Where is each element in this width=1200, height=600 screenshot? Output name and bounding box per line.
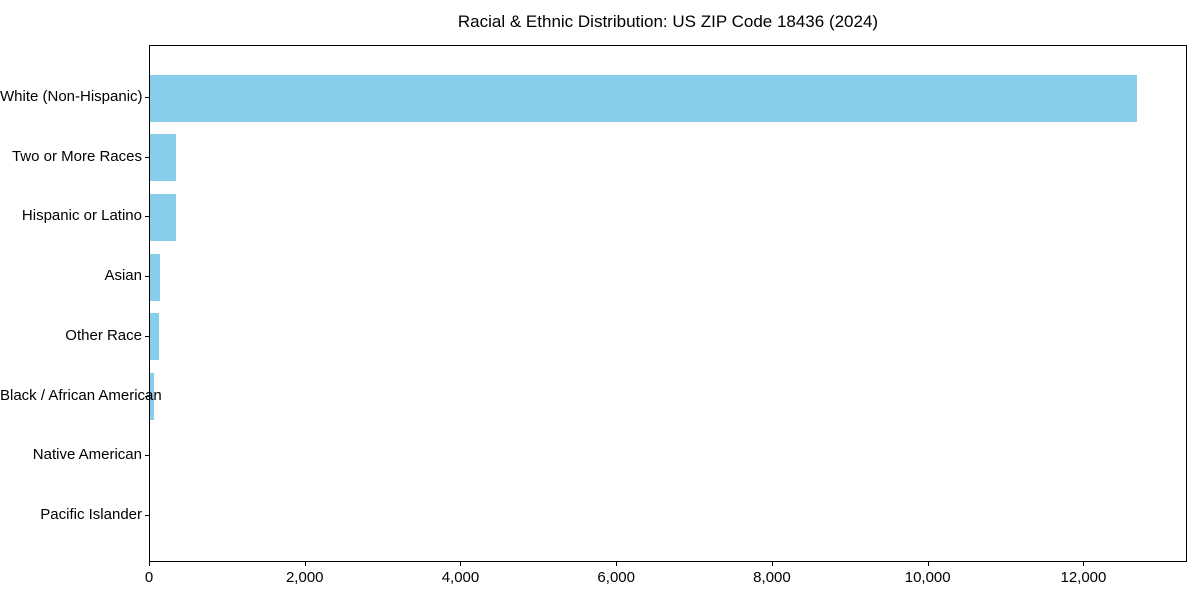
chart-title: Racial & Ethnic Distribution: US ZIP Cod… <box>457 12 879 31</box>
y-axis-tick <box>145 455 149 457</box>
x-axis-tick-label: 8,000 <box>753 569 791 586</box>
y-axis-tick <box>145 515 149 516</box>
y-axis-label: Other Race <box>65 326 142 344</box>
y-axis-tick <box>145 97 149 98</box>
y-axis-label: Pacific Islander <box>40 506 142 523</box>
y-axis-label: Native American <box>32 446 142 464</box>
bar <box>150 193 176 241</box>
bar <box>150 74 1137 122</box>
y-axis-label: Hispanic or Latino <box>21 207 142 225</box>
x-axis-tick <box>771 562 773 566</box>
x-axis-tick <box>616 562 618 566</box>
bar <box>150 253 161 301</box>
x-axis-tick <box>304 562 306 566</box>
y-axis-tick <box>145 335 149 337</box>
bar <box>150 373 155 421</box>
y-axis-label: Asian <box>104 267 142 285</box>
y-axis-tick <box>145 276 149 278</box>
x-axis-tick-label: 6,000 <box>597 569 635 586</box>
x-axis-tick-label: 12,000 <box>1060 569 1107 586</box>
y-axis-label: Two or More Races <box>11 147 142 165</box>
y-axis-tick <box>145 395 149 397</box>
x-axis-tick <box>927 562 929 566</box>
bar <box>150 313 159 361</box>
y-axis-tick <box>145 156 149 158</box>
y-axis-tick <box>145 216 149 218</box>
x-axis-tick-label: 4,000 <box>441 569 480 586</box>
x-axis-tick <box>460 562 462 566</box>
x-axis-tick-label: 10,000 <box>904 569 951 586</box>
bar <box>150 134 177 182</box>
x-axis-tick-label: 0 <box>144 569 154 586</box>
y-axis-label: White (Non-Hispanic) <box>0 88 143 105</box>
x-axis-tick-label: 2,000 <box>285 569 324 586</box>
x-axis-tick <box>1083 562 1085 566</box>
x-axis-tick <box>149 562 150 566</box>
plot-area <box>149 45 1187 562</box>
y-axis-label: Black / African American <box>0 386 162 404</box>
